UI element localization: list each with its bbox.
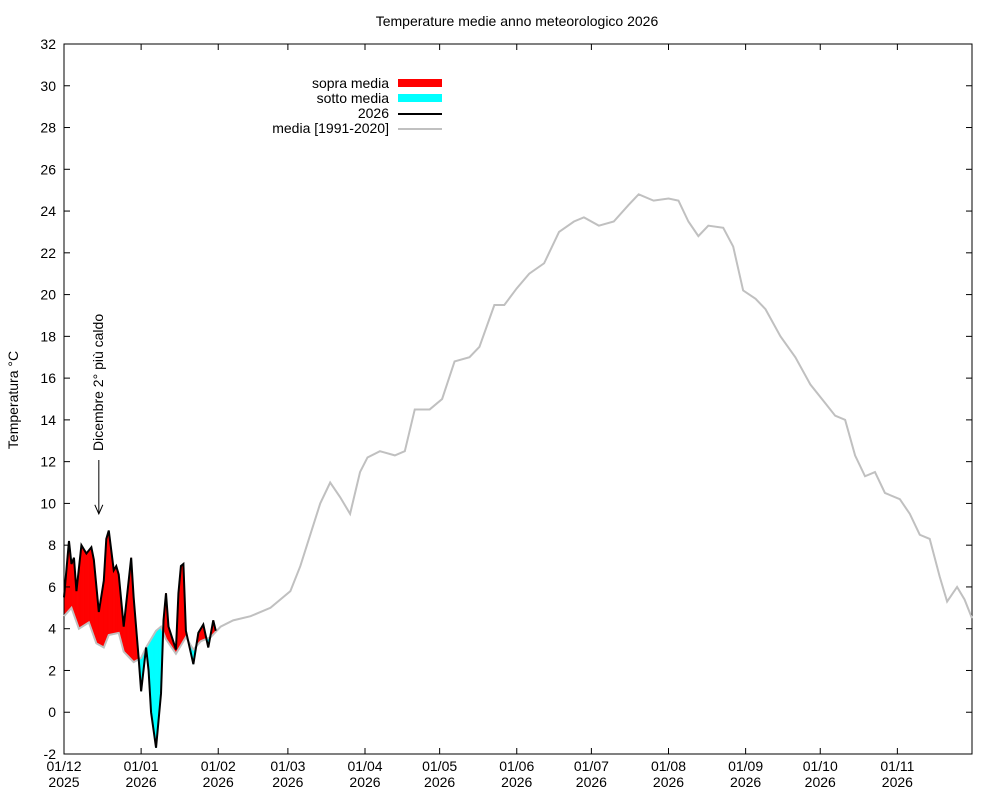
x-tick-label: 2026	[805, 774, 836, 790]
legend-swatch	[398, 94, 442, 102]
x-tick-label: 2026	[126, 774, 157, 790]
y-tick-label: 30	[40, 78, 56, 94]
x-tick-label: 01/01	[124, 758, 159, 774]
y-tick-label: 2	[48, 662, 56, 678]
x-tick-label: 2026	[203, 774, 234, 790]
x-tick-label: 01/08	[651, 758, 686, 774]
climatology-line	[63, 193, 973, 664]
legend-label: sopra media	[312, 75, 389, 91]
x-tick-label: 2026	[730, 774, 761, 790]
x-tick-label: 01/02	[201, 758, 236, 774]
y-tick-label: 0	[48, 704, 56, 720]
x-tick-label: 01/07	[574, 758, 609, 774]
axes: -20246810121416182022242628303201/122025…	[40, 36, 973, 790]
x-tick-label: 01/05	[422, 758, 457, 774]
chart-title: Temperature medie anno meteorologico 202…	[376, 13, 659, 29]
y-tick-label: 28	[40, 120, 56, 136]
x-tick-label: 2026	[501, 774, 532, 790]
x-tick-label: 2026	[349, 774, 380, 790]
y-tick-label: 20	[40, 287, 56, 303]
year-2026-line	[63, 530, 217, 748]
x-tick-label: 01/04	[347, 758, 382, 774]
y-tick-label: 6	[48, 579, 56, 595]
y-tick-label: 26	[40, 161, 56, 177]
y-tick-label: -2	[44, 746, 57, 762]
x-tick-label: 01/09	[728, 758, 763, 774]
x-tick-label: 2026	[882, 774, 913, 790]
x-tick-label: 01/10	[803, 758, 838, 774]
x-tick-label: 2026	[424, 774, 455, 790]
x-tick-label: 01/11	[880, 758, 914, 774]
plot-frame	[63, 43, 973, 755]
y-tick-label: 16	[40, 370, 56, 386]
x-tick-label: 2026	[272, 774, 303, 790]
legend-label: sotto media	[317, 90, 390, 106]
x-tick-label: 01/12	[46, 758, 81, 774]
y-tick-label: 4	[48, 621, 56, 637]
legend-label: 2026	[358, 105, 389, 121]
arrow-head-icon	[94, 504, 104, 516]
x-tick-label: 01/03	[270, 758, 305, 774]
y-tick-label: 10	[40, 495, 56, 511]
y-axis-label: Temperatura °C	[5, 351, 21, 449]
anomaly-fills	[63, 530, 216, 748]
y-tick-label: 8	[48, 537, 56, 553]
x-tick-label: 2026	[576, 774, 607, 790]
y-tick-label: 12	[40, 454, 56, 470]
y-tick-label: 24	[40, 203, 56, 219]
y-tick-label: 32	[40, 36, 56, 52]
x-tick-label: 2026	[653, 774, 684, 790]
y-tick-label: 14	[40, 412, 56, 428]
y-tick-label: 18	[40, 328, 56, 344]
x-tick-label: 2025	[48, 774, 79, 790]
series-lines	[63, 193, 973, 748]
legend-swatch	[398, 79, 442, 87]
annotation-text: Dicembre 2° più caldo	[90, 314, 106, 451]
y-tick-label: 22	[40, 245, 56, 261]
annotation: Dicembre 2° più caldo	[90, 314, 106, 516]
x-tick-label: 01/06	[499, 758, 534, 774]
legend-label: media [1991-2020]	[272, 120, 389, 136]
